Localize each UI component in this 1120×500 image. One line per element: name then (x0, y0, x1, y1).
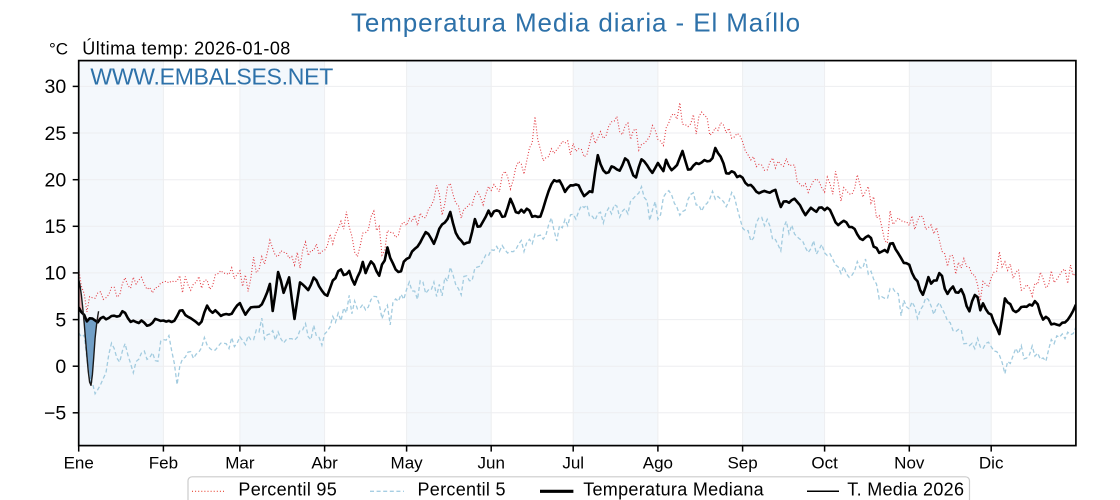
svg-text:Temperatura Mediana: Temperatura Mediana (583, 480, 764, 500)
svg-text:Ene: Ene (64, 454, 94, 473)
svg-text:Sep: Sep (727, 454, 757, 473)
svg-text:30: 30 (44, 76, 66, 98)
svg-text:May: May (391, 454, 424, 473)
svg-text:5: 5 (55, 309, 66, 331)
svg-text:Percentil 95: Percentil 95 (238, 480, 337, 500)
svg-text:Última temp: 2026-01-08: Última temp: 2026-01-08 (82, 37, 290, 58)
svg-text:Jun: Jun (477, 454, 504, 473)
svg-text:Ago: Ago (643, 454, 673, 473)
svg-text:15: 15 (44, 216, 66, 238)
svg-text:Nov: Nov (894, 454, 925, 473)
svg-text:Mar: Mar (225, 454, 255, 473)
svg-text:Abr: Abr (311, 454, 338, 473)
svg-text:Oct: Oct (811, 454, 838, 473)
svg-text:Jul: Jul (562, 454, 584, 473)
svg-text:Percentil 5: Percentil 5 (418, 480, 506, 500)
svg-text:Temperatura Media diaria - El: Temperatura Media diaria - El Maíllo (351, 7, 801, 37)
svg-text:20: 20 (44, 170, 66, 192)
svg-text:WWW.EMBALSES.NET: WWW.EMBALSES.NET (90, 63, 333, 89)
svg-text:Dic: Dic (979, 454, 1004, 473)
svg-text:Feb: Feb (149, 454, 178, 473)
svg-text:T. Media 2026: T. Media 2026 (847, 480, 964, 500)
svg-text:10: 10 (44, 263, 66, 285)
svg-text:0: 0 (55, 356, 66, 378)
svg-text:25: 25 (44, 123, 66, 145)
svg-text:°C: °C (49, 39, 68, 58)
svg-text:−5: −5 (44, 403, 66, 425)
